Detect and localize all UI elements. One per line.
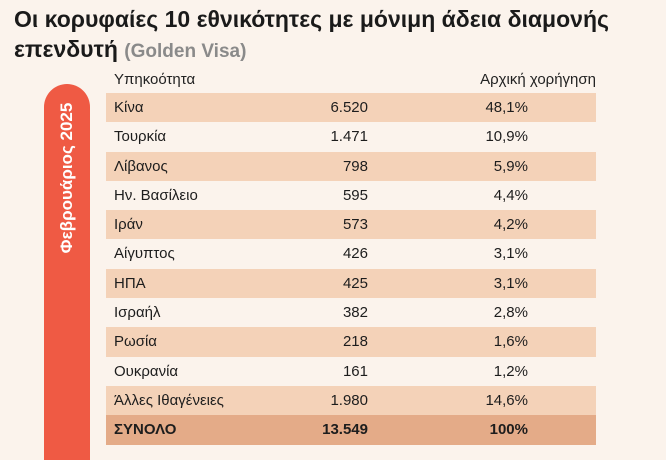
row-percentage: 100% (489, 421, 528, 439)
row-percentage: 4,4% (493, 186, 528, 204)
row-count: 426 (342, 245, 368, 263)
row-percentage: 1,6% (493, 333, 528, 351)
row-percentage: 4,2% (493, 216, 528, 234)
row-nationality: Ην. Βασίλειο (114, 186, 198, 204)
row-percentage: 3,1% (493, 274, 528, 292)
row-count: 1.980 (330, 391, 368, 409)
row-count: 798 (342, 157, 368, 175)
row-nationality: Κίνα (114, 99, 144, 116)
row-count: 573 (342, 216, 368, 234)
table-row: Ρωσία 218 1,6% (106, 327, 596, 357)
row-count: 161 (342, 362, 368, 380)
row-nationality: Αίγυπτος (114, 245, 175, 263)
row-percentage: 10,9% (485, 128, 528, 146)
table-row: Τουρκία 1.471 10,9% (106, 122, 596, 151)
row-count: 6.520 (330, 99, 368, 116)
row-nationality: Λίβανος (114, 157, 168, 175)
row-percentage: 1,2% (493, 362, 528, 380)
row-nationality: Τουρκία (114, 128, 167, 146)
side-tab (44, 84, 90, 460)
table-row: Άλλες Ιθαγένειες 1.980 14,6% (106, 385, 596, 416)
column-header-nationality: Υπηκοότητα (114, 71, 196, 88)
table-row: Ουκρανία 161 1,2% (106, 357, 596, 386)
row-nationality: Ουκρανία (114, 362, 179, 380)
column-header-initial-grant: Αρχική χορήγηση (480, 71, 596, 88)
table-row: Αίγυπτος 426 3,1% (106, 239, 596, 268)
title-text: Οι κορυφαίες 10 εθνικότητες με μόνιμη άδ… (14, 6, 609, 62)
table-header: Υπηκοότητα Αρχική χορήγηση (106, 66, 596, 93)
row-count: 425 (342, 274, 368, 292)
row-nationality: ΣΥΝΟΛΟ (114, 421, 177, 439)
row-count: 218 (342, 333, 368, 351)
row-nationality: Ρωσία (114, 333, 157, 351)
table-row: ΗΠΑ 425 3,1% (106, 268, 596, 299)
table-row: Ιράν 573 4,2% (106, 210, 596, 240)
page-title: Οι κορυφαίες 10 εθνικότητες με μόνιμη άδ… (14, 4, 654, 67)
side-date-label: Φεβρουάριος 2025 (57, 102, 76, 254)
row-percentage: 14,6% (485, 391, 528, 409)
row-nationality: Ιράν (114, 216, 143, 234)
row-percentage: 3,1% (493, 245, 528, 263)
row-percentage: 48,1% (485, 99, 528, 116)
table-row: Κίνα 6.520 48,1% (106, 93, 596, 123)
row-count: 595 (342, 186, 368, 204)
table-row: Λίβανος 798 5,9% (106, 151, 596, 181)
row-percentage: 2,8% (493, 304, 528, 322)
table-body: Κίνα 6.520 48,1% Τουρκία 1.471 10,9% Λίβανος 79… (106, 93, 596, 445)
table-total-row: ΣΥΝΟΛΟ 13.549 100% (106, 415, 596, 445)
data-table: Υπηκοότητα Αρχική χορήγηση Κίνα 6.520 48,1… (106, 66, 596, 445)
table-row: Ισραήλ 382 2,8% (106, 298, 596, 327)
row-count: 382 (342, 304, 368, 322)
row-nationality: ΗΠΑ (114, 274, 146, 292)
title-subtitle: (Golden Visa) (124, 41, 247, 62)
row-percentage: 5,9% (493, 157, 528, 175)
row-count: 13.549 (322, 421, 368, 439)
row-nationality: Ισραήλ (114, 304, 161, 322)
table-row: Ην. Βασίλειο 595 4,4% (106, 181, 596, 210)
row-nationality: Άλλες Ιθαγένειες (114, 391, 224, 409)
row-count: 1.471 (330, 128, 368, 146)
